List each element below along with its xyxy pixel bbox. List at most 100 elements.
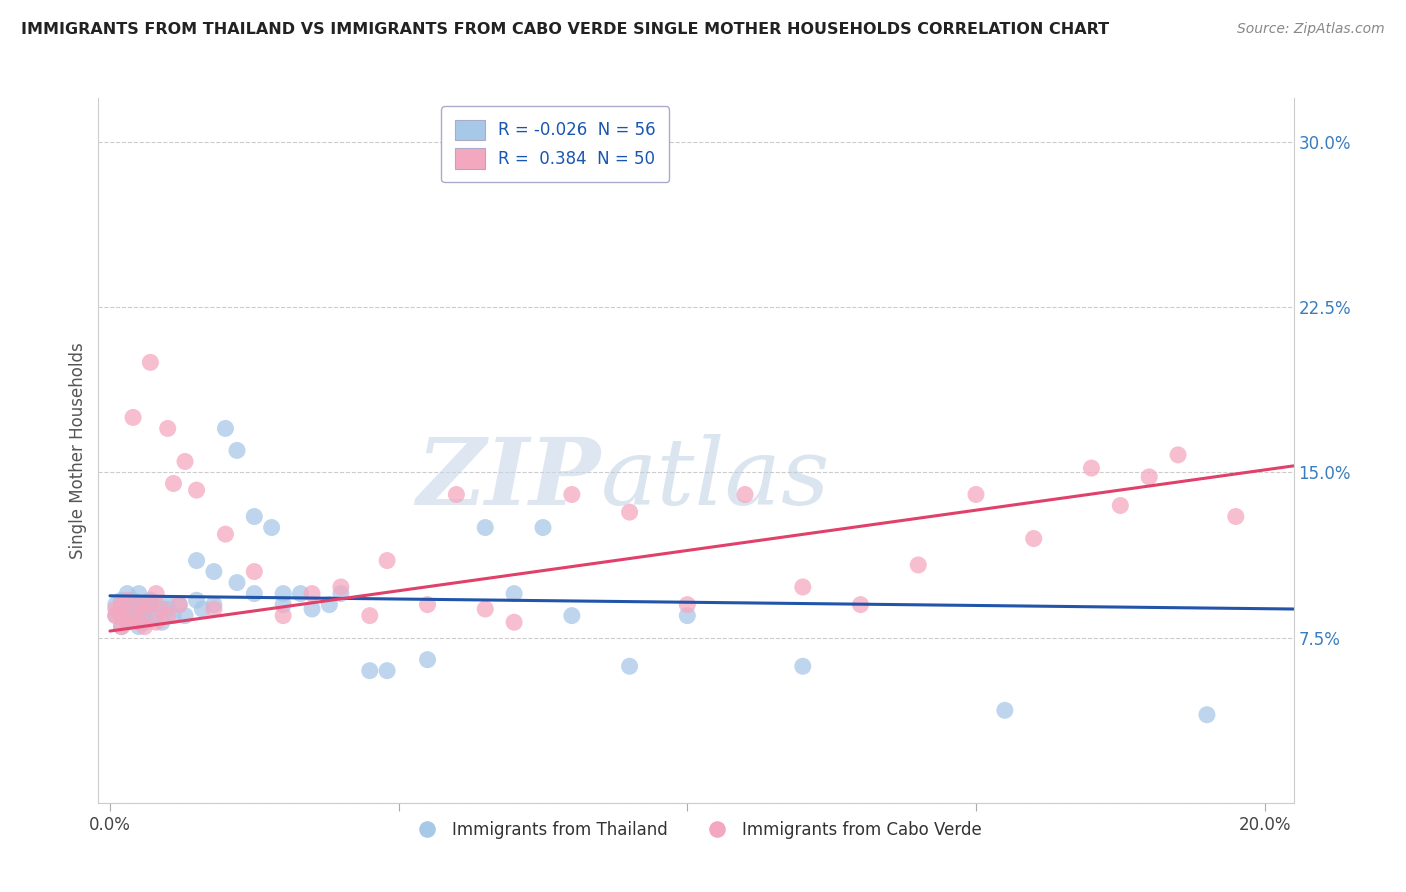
Point (145, 615, 167, 630)
Point (474, 602, 496, 616)
Text: ZIP: ZIP (416, 434, 600, 524)
Point (503, 615, 526, 630)
Point (110, 602, 132, 616)
Point (139, 593, 162, 607)
Point (375, 664, 398, 678)
Point (359, 664, 381, 678)
Point (128, 619, 150, 633)
Point (186, 483, 208, 497)
Point (1109, 499, 1132, 513)
Point (416, 598, 439, 612)
Point (243, 565, 266, 579)
Point (145, 586, 167, 600)
Point (117, 615, 139, 630)
Point (104, 608, 127, 623)
Point (122, 593, 145, 607)
Point (139, 598, 162, 612)
Point (122, 608, 145, 623)
Point (226, 575, 249, 590)
Point (214, 527, 236, 541)
Point (134, 615, 156, 630)
Point (318, 598, 340, 612)
Point (134, 598, 156, 612)
Point (531, 520, 554, 534)
Point (792, 580, 814, 594)
Point (619, 659, 641, 673)
Point (128, 602, 150, 616)
Point (503, 586, 526, 600)
Point (561, 608, 583, 623)
Point (167, 598, 190, 612)
Point (965, 487, 987, 501)
Point (271, 598, 294, 612)
Point (122, 410, 145, 425)
Point (104, 598, 127, 612)
Point (117, 593, 139, 607)
Point (329, 580, 352, 594)
Point (226, 443, 249, 458)
Point (104, 602, 127, 616)
Point (1137, 470, 1160, 484)
Point (271, 586, 294, 600)
Point (561, 487, 583, 501)
Point (243, 509, 266, 524)
Point (792, 659, 814, 673)
Point (214, 421, 236, 435)
Point (676, 598, 699, 612)
Text: atlas: atlas (600, 434, 830, 524)
Point (139, 355, 162, 369)
Point (474, 520, 496, 534)
Point (162, 608, 184, 623)
Point (260, 520, 283, 534)
Point (134, 608, 156, 623)
Point (110, 619, 132, 633)
Point (271, 608, 294, 623)
Point (375, 553, 398, 567)
Point (139, 602, 162, 616)
Text: Source: ZipAtlas.com: Source: ZipAtlas.com (1237, 22, 1385, 37)
Legend: Immigrants from Thailand, Immigrants from Cabo Verde: Immigrants from Thailand, Immigrants fro… (404, 814, 988, 846)
Point (174, 608, 197, 623)
Point (167, 598, 190, 612)
Point (117, 586, 139, 600)
Point (110, 619, 132, 633)
Point (1022, 532, 1045, 546)
Point (128, 615, 150, 630)
Text: IMMIGRANTS FROM THAILAND VS IMMIGRANTS FROM CABO VERDE SINGLE MOTHER HOUSEHOLDS : IMMIGRANTS FROM THAILAND VS IMMIGRANTS F… (21, 22, 1109, 37)
Point (994, 703, 1017, 717)
Point (110, 598, 132, 612)
Point (301, 602, 323, 616)
Point (202, 602, 225, 616)
Point (104, 608, 127, 623)
Point (145, 598, 167, 612)
Point (416, 653, 439, 667)
Point (186, 553, 208, 567)
Point (849, 598, 872, 612)
Point (174, 454, 197, 468)
Point (290, 586, 312, 600)
Point (156, 598, 179, 612)
Point (734, 487, 756, 501)
Point (128, 586, 150, 600)
Point (150, 615, 173, 630)
Point (134, 602, 156, 616)
Point (186, 593, 208, 607)
Point (156, 602, 179, 616)
Point (907, 558, 929, 572)
Point (162, 476, 184, 491)
Point (1195, 707, 1218, 722)
Point (117, 602, 139, 616)
Point (150, 602, 173, 616)
Point (301, 586, 323, 600)
Point (156, 421, 179, 435)
Point (676, 608, 699, 623)
Point (128, 598, 150, 612)
Point (329, 586, 352, 600)
Point (1080, 461, 1102, 475)
Point (191, 602, 214, 616)
Point (1167, 448, 1189, 462)
Point (110, 608, 132, 623)
Point (202, 565, 225, 579)
Point (122, 598, 145, 612)
Point (1225, 509, 1247, 524)
